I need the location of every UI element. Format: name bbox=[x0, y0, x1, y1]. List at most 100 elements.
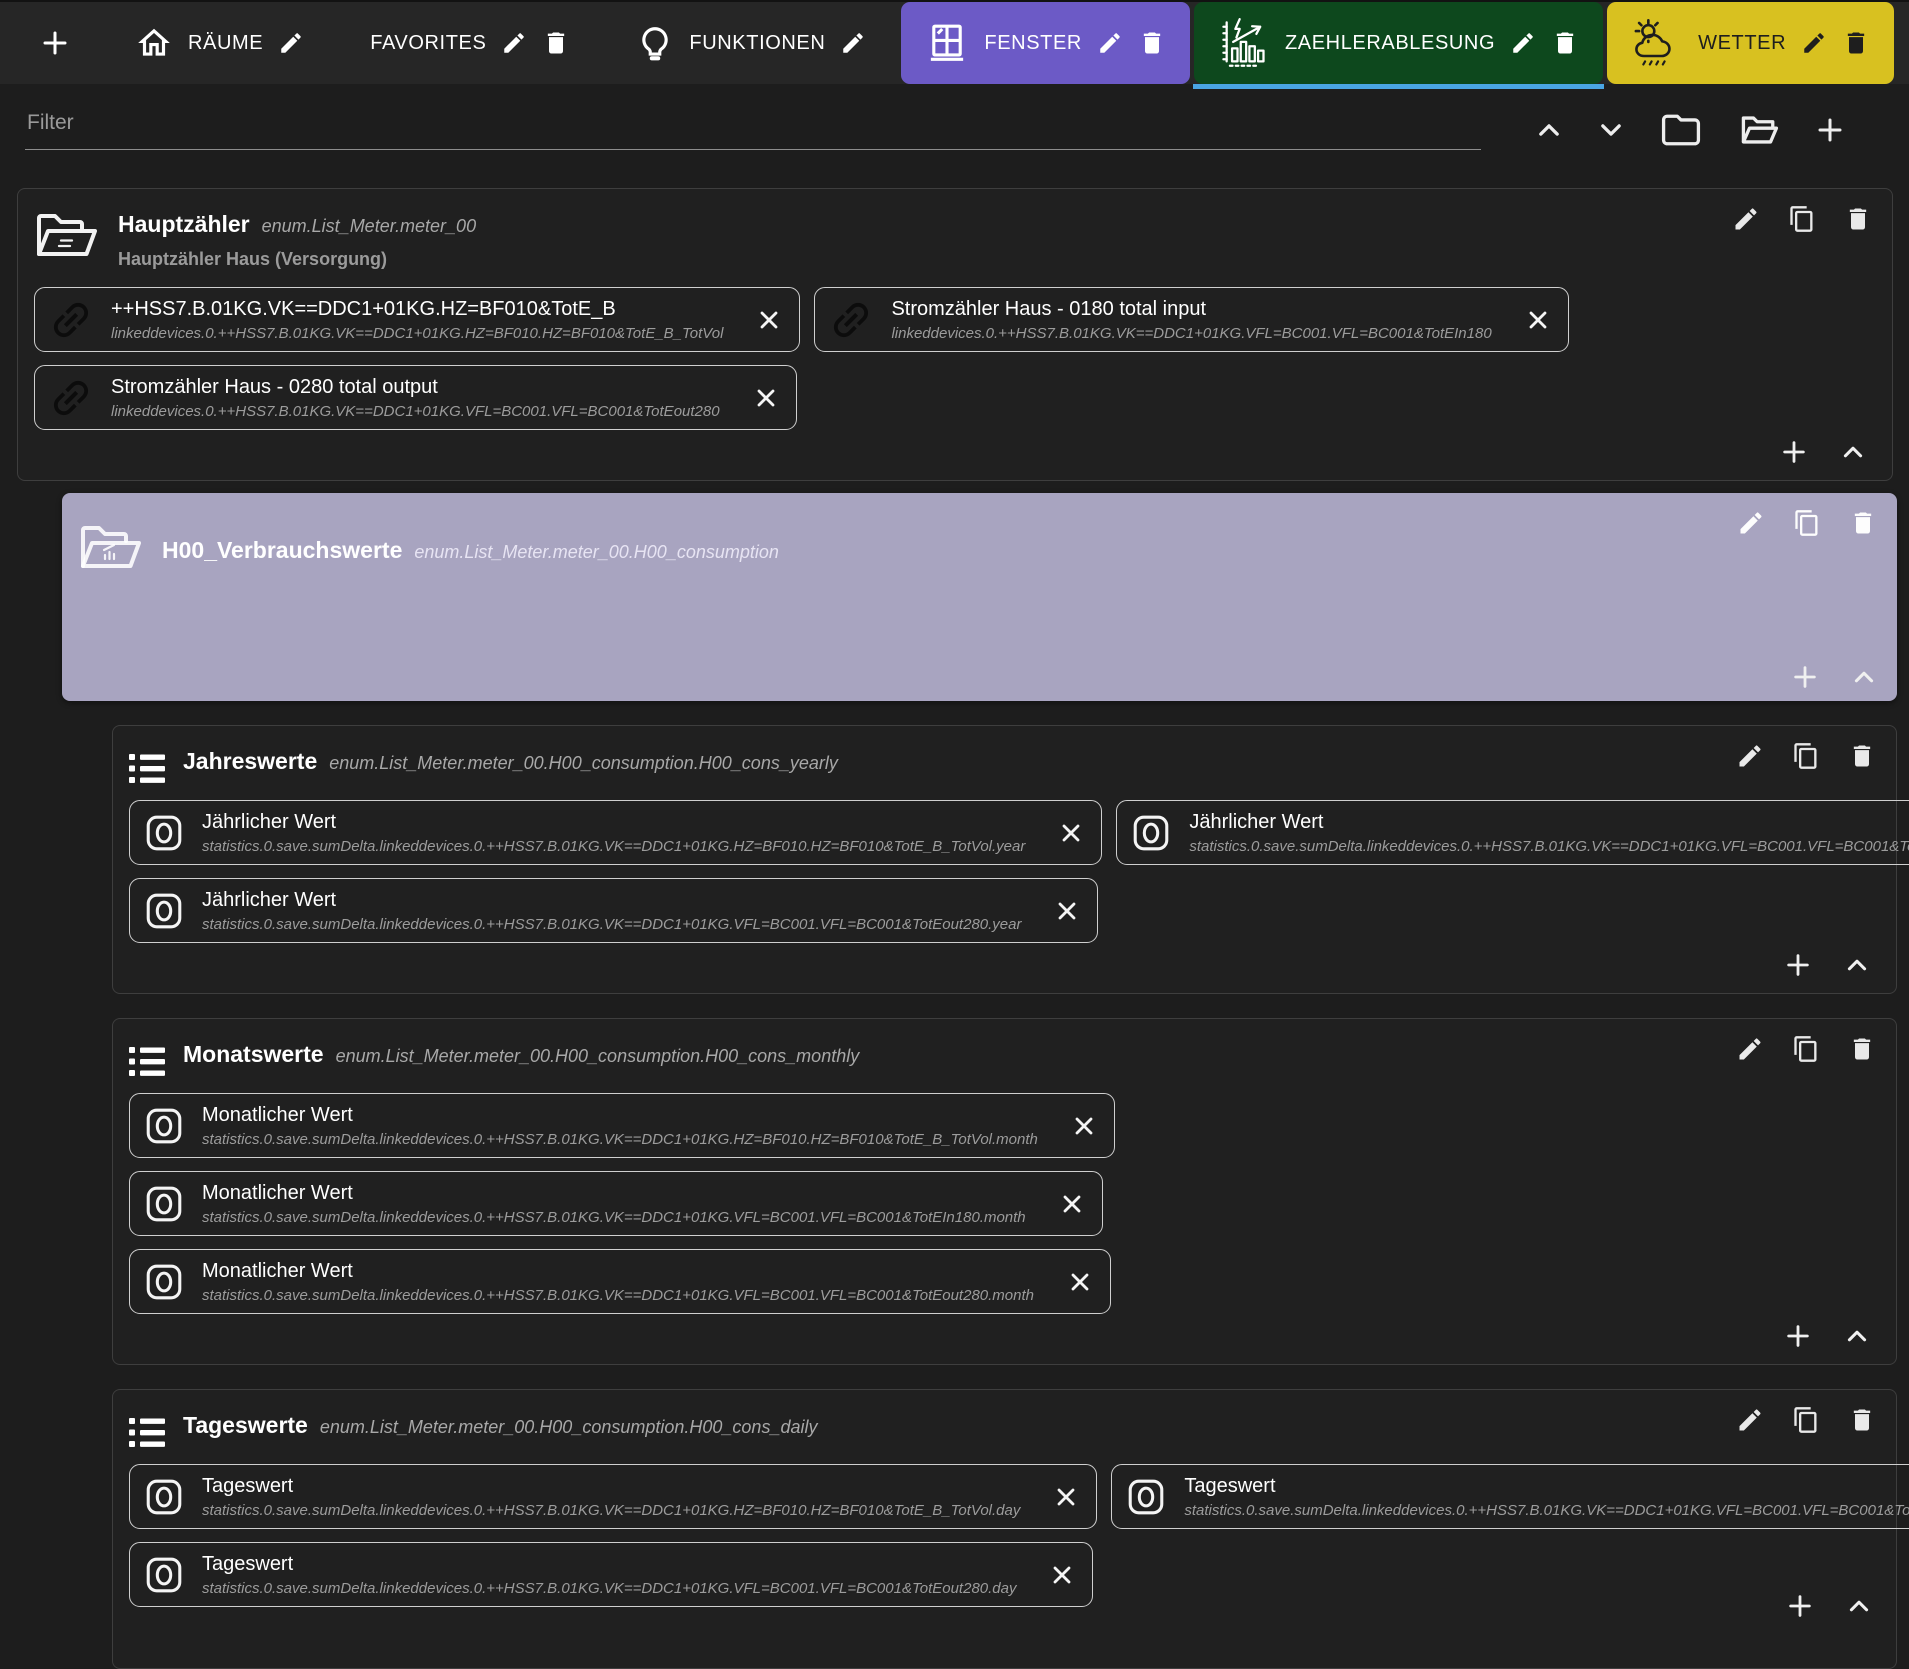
edit-tab-button[interactable] bbox=[278, 30, 304, 56]
add-member-button[interactable] bbox=[1780, 438, 1808, 466]
remove-member-button[interactable] bbox=[1053, 897, 1081, 925]
member-chip[interactable]: Tageswert statistics.0.save.sumDelta.lin… bbox=[129, 1542, 1094, 1607]
member-chip[interactable]: Stromzähler Haus - 0180 total input link… bbox=[814, 287, 1569, 352]
add-member-button[interactable] bbox=[1791, 663, 1819, 691]
add-member-button[interactable] bbox=[1784, 1322, 1812, 1350]
collapse-card-button[interactable] bbox=[1846, 1593, 1872, 1619]
delete-enum-button[interactable] bbox=[1849, 509, 1877, 537]
edit-enum-button[interactable] bbox=[1736, 1035, 1764, 1063]
member-chip[interactable]: ++HSS7.B.01KG.VK==DDC1+01KG.HZ=BF010&Tot… bbox=[34, 287, 801, 352]
copy-enum-button[interactable] bbox=[1792, 742, 1820, 770]
edit-enum-button[interactable] bbox=[1737, 509, 1765, 537]
enum-card-hauptzaehler: Hauptzähler enum.List_Meter.meter_00 Hau… bbox=[17, 188, 1893, 481]
delete-tab-button[interactable] bbox=[1551, 29, 1579, 57]
enum-id: enum.List_Meter.meter_00 bbox=[261, 216, 477, 236]
member-title: Stromzähler Haus - 0280 total output bbox=[111, 375, 438, 398]
remove-member-button[interactable] bbox=[1066, 1268, 1094, 1296]
remove-member-button[interactable] bbox=[1058, 1190, 1086, 1218]
tab-raeume[interactable]: RÄUME bbox=[111, 2, 328, 84]
enum-title: H00_Verbrauchswerte bbox=[162, 537, 403, 563]
remove-member-button[interactable] bbox=[1052, 1483, 1080, 1511]
member-title: Monatlicher Wert bbox=[202, 1181, 353, 1204]
enum-title: Hauptzähler bbox=[118, 211, 250, 237]
member-chip[interactable]: Monatlicher Wert statistics.0.save.sumDe… bbox=[129, 1093, 1115, 1158]
folder-closed-icon[interactable] bbox=[1659, 108, 1703, 152]
member-title: Monatlicher Wert bbox=[202, 1103, 353, 1126]
member-chip[interactable]: Tageswert statistics.0.save.sumDelta.lin… bbox=[1111, 1464, 1909, 1529]
edit-tab-button[interactable] bbox=[1801, 30, 1827, 56]
tab-fenster[interactable]: FENSTER bbox=[901, 2, 1190, 84]
tab-favorites[interactable]: FAVORITES bbox=[346, 2, 594, 84]
tab-funktionen[interactable]: FUNKTIONEN bbox=[612, 2, 890, 84]
copy-enum-button[interactable] bbox=[1792, 1406, 1820, 1434]
member-text: Stromzähler Haus - 0180 total input link… bbox=[891, 296, 1491, 344]
edit-tab-button[interactable] bbox=[840, 30, 866, 56]
member-chip[interactable]: Stromzähler Haus - 0280 total output lin… bbox=[34, 365, 797, 430]
add-category-button[interactable] bbox=[34, 2, 76, 84]
collapse-all-button[interactable] bbox=[1535, 116, 1563, 144]
add-member-button[interactable] bbox=[1786, 1592, 1814, 1620]
state-icon bbox=[142, 811, 186, 855]
delete-tab-button[interactable] bbox=[1138, 29, 1166, 57]
filter-input[interactable] bbox=[25, 110, 1481, 150]
member-id: statistics.0.save.sumDelta.linkeddevices… bbox=[202, 1579, 1017, 1597]
enum-card-tageswerte: Tageswerte enum.List_Meter.meter_00.H00_… bbox=[112, 1389, 1909, 1669]
remove-member-button[interactable] bbox=[752, 384, 780, 412]
member-text: Monatlicher Wert statistics.0.save.sumDe… bbox=[202, 1180, 1026, 1228]
enum-title: Monatswerte bbox=[183, 1041, 324, 1067]
tab-label: FENSTER bbox=[984, 31, 1082, 54]
tab-wetter[interactable]: WETTER bbox=[1607, 2, 1895, 84]
copy-enum-button[interactable] bbox=[1792, 1035, 1820, 1063]
copy-enum-button[interactable] bbox=[1793, 509, 1821, 537]
edit-tab-button[interactable] bbox=[501, 30, 527, 56]
enum-id: enum.List_Meter.meter_00.H00_consumption bbox=[414, 542, 779, 562]
delete-enum-button[interactable] bbox=[1848, 1035, 1876, 1063]
enum-card-verbrauchswerte-selected[interactable]: H00_Verbrauchswerte enum.List_Meter.mete… bbox=[62, 493, 1897, 701]
member-id: statistics.0.save.sumDelta.linkeddevices… bbox=[202, 1501, 1021, 1519]
add-enum-button[interactable] bbox=[1815, 115, 1845, 145]
state-icon bbox=[1129, 811, 1173, 855]
member-chip[interactable]: Jährlicher Wert statistics.0.save.sumDel… bbox=[129, 800, 1103, 865]
delete-tab-button[interactable] bbox=[542, 29, 570, 57]
member-id: linkeddevices.0.++HSS7.B.01KG.VK==DDC1+0… bbox=[111, 324, 724, 342]
member-id: statistics.0.save.sumDelta.linkeddevices… bbox=[1189, 837, 1909, 855]
member-chip[interactable]: Monatlicher Wert statistics.0.save.sumDe… bbox=[129, 1171, 1103, 1236]
member-id: statistics.0.save.sumDelta.linkeddevices… bbox=[202, 1208, 1026, 1226]
collapse-card-button[interactable] bbox=[1844, 1323, 1870, 1349]
filter-toolbar bbox=[0, 84, 1909, 152]
edit-tab-button[interactable] bbox=[1510, 30, 1536, 56]
member-chip[interactable]: Jährlicher Wert statistics.0.save.sumDel… bbox=[1116, 800, 1909, 865]
state-icon bbox=[142, 1182, 186, 1226]
folder-open-icon[interactable] bbox=[1737, 108, 1781, 152]
link-icon bbox=[47, 374, 95, 422]
add-member-button[interactable] bbox=[1784, 951, 1812, 979]
member-chip[interactable]: Jährlicher Wert statistics.0.save.sumDel… bbox=[129, 878, 1099, 943]
edit-enum-button[interactable] bbox=[1736, 1406, 1764, 1434]
expand-all-button[interactable] bbox=[1597, 116, 1625, 144]
member-chip[interactable]: Tageswert statistics.0.save.sumDelta.lin… bbox=[129, 1464, 1098, 1529]
remove-member-button[interactable] bbox=[1048, 1561, 1076, 1589]
edit-enum-button[interactable] bbox=[1732, 205, 1760, 233]
edit-tab-button[interactable] bbox=[1097, 30, 1123, 56]
remove-member-button[interactable] bbox=[1070, 1112, 1098, 1140]
tab-zaehlerablesung[interactable]: ZAEHLERABLESUNG bbox=[1192, 2, 1605, 89]
member-title: Tageswert bbox=[202, 1552, 294, 1575]
collapse-card-button[interactable] bbox=[1851, 664, 1877, 690]
member-chip[interactable]: Monatlicher Wert statistics.0.save.sumDe… bbox=[129, 1249, 1111, 1314]
remove-member-button[interactable] bbox=[1057, 819, 1085, 847]
collapse-card-button[interactable] bbox=[1844, 952, 1870, 978]
remove-member-button[interactable] bbox=[1524, 306, 1552, 334]
open-folder-icon bbox=[34, 209, 100, 261]
tab-label: ZAEHLERABLESUNG bbox=[1284, 31, 1496, 54]
edit-enum-button[interactable] bbox=[1736, 742, 1764, 770]
enum-title: Tageswerte bbox=[183, 1412, 308, 1438]
member-text: Stromzähler Haus - 0280 total output lin… bbox=[111, 374, 720, 422]
delete-enum-button[interactable] bbox=[1848, 742, 1876, 770]
member-title: Jährlicher Wert bbox=[202, 810, 337, 833]
delete-enum-button[interactable] bbox=[1844, 205, 1872, 233]
copy-enum-button[interactable] bbox=[1788, 205, 1816, 233]
delete-tab-button[interactable] bbox=[1842, 29, 1870, 57]
collapse-card-button[interactable] bbox=[1840, 439, 1866, 465]
delete-enum-button[interactable] bbox=[1848, 1406, 1876, 1434]
remove-member-button[interactable] bbox=[755, 306, 783, 334]
